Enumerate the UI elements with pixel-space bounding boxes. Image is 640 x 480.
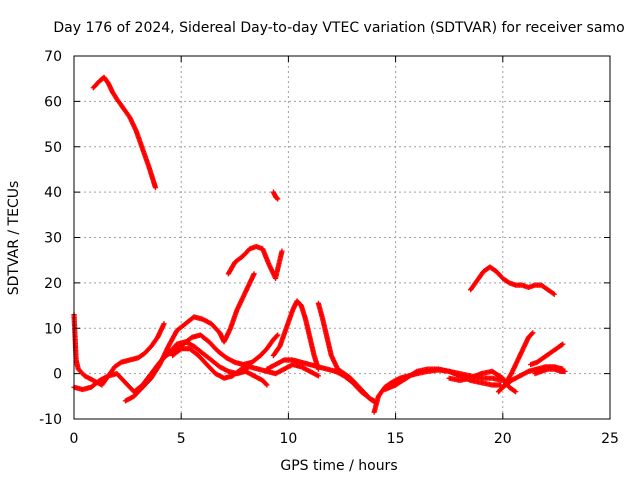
data-point [264, 382, 270, 388]
data-point [529, 331, 535, 337]
y-tick-label: 20 [44, 276, 62, 292]
x-tick-label: 10 [279, 431, 297, 447]
series-arc-g [163, 332, 281, 368]
series-arc-o [468, 264, 557, 297]
data-point [513, 389, 519, 395]
y-tick-label: 0 [53, 367, 62, 383]
x-tick-label: 0 [70, 431, 79, 447]
data-point [161, 321, 167, 327]
data-point [274, 333, 280, 339]
x-axis-title: GPS time / hours [280, 458, 397, 474]
data-point [263, 381, 269, 387]
y-tick-label: 40 [44, 185, 62, 201]
y-axis-title: SDTVAR / TECUs [6, 181, 22, 296]
data-point [279, 248, 285, 254]
data-point [559, 342, 565, 348]
data-point [511, 388, 518, 394]
data-point [550, 290, 556, 297]
series-arc-k [264, 357, 379, 406]
data-point [530, 330, 536, 336]
series-arc-s [532, 366, 568, 377]
x-tick-label: 5 [177, 431, 186, 447]
data-point [251, 271, 257, 277]
data-point [560, 341, 566, 347]
data-point [275, 196, 281, 202]
series-arc-i [270, 298, 322, 372]
data-point [315, 373, 322, 379]
axis-ticks: 0 5 10 15 20 25 -10 0 10 20 30 40 50 60 70 [39, 49, 619, 447]
series-arc-a [90, 74, 159, 191]
data-point [152, 184, 159, 191]
series-arc-h [170, 346, 322, 381]
y-tick-label: 50 [44, 140, 62, 156]
data-point [562, 368, 568, 374]
x-tick-label: 25 [601, 431, 619, 447]
series-arc-b [270, 189, 281, 202]
y-tick-label: 30 [44, 231, 62, 247]
x-tick-label: 20 [494, 431, 512, 447]
data-point [551, 291, 557, 297]
y-tick-label: -10 [39, 412, 62, 428]
y-tick-label: 10 [44, 321, 62, 337]
data-point [413, 369, 419, 375]
series-arc-c [225, 243, 285, 281]
series-arc-m [382, 366, 506, 393]
y-tick-label: 70 [44, 49, 62, 65]
data-point [274, 195, 280, 201]
data-point [275, 332, 281, 338]
series-arc-f [122, 271, 257, 404]
x-tick-label: 15 [387, 431, 405, 447]
y-tick-label: 60 [44, 94, 62, 110]
chart-title: Day 176 of 2024, Sidereal Day-to-day VTE… [53, 20, 624, 36]
series-arc-r [528, 341, 566, 368]
